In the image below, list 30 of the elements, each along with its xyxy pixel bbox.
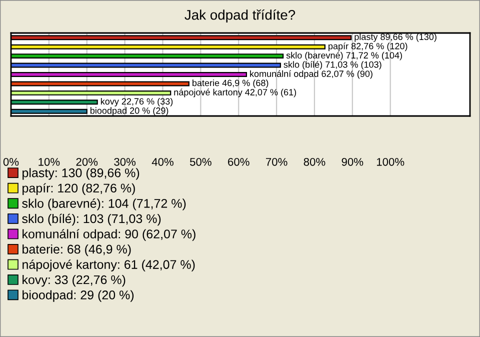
data-label: sklo (bílé) 71,03 % (103) [284,61,382,70]
data-label: bioodpad 20 % (29) [90,107,168,116]
legend-label: komunální odpad: 90 (62,07 %) [22,229,196,241]
legend-label: sklo (barevné): 104 (71,72 %) [22,198,186,210]
legend-label: sklo (bílé): 103 (71,03 %) [22,214,161,226]
data-label: nápojové kartony 42,07 % (61) [174,88,296,98]
x-tick-label: 0% [3,158,19,166]
legend-label: plasty: 130 (89,66 %) [22,168,140,180]
x-tick-label: 30% [114,158,136,166]
legend-label: papír: 120 (82,76 %) [22,183,135,196]
x-tick-label: 60% [228,158,250,166]
data-label: sklo (barevné) 71,72 % (104) [286,52,402,60]
x-tick-label: 50% [190,158,212,166]
legend-label: kovy: 33 (22,76 %) [22,274,126,287]
x-tick-label: 100% [376,158,404,166]
data-label: kovy 22,76 % (33) [100,98,173,106]
data-label: papír 82,76 % (120) [328,42,408,52]
x-tick-label: 80% [304,158,326,166]
x-tick-label: 70% [266,158,288,166]
legend-label: bioodpad: 29 (20 %) [22,290,134,302]
x-tick-label: 90% [342,158,364,166]
x-tick-label: 40% [152,158,174,166]
legend-label: baterie: 68 (46,9 %) [22,244,131,256]
x-tick-label: 20% [76,158,98,166]
x-tick-label: 10% [38,158,60,166]
legend-label: nápojové kartony: 61 (42,07 %) [22,260,195,272]
data-label: komunální odpad 62,07 % (90) [250,70,372,79]
data-label: plasty 89,66 % (130) [354,33,436,42]
chart-title: Jak odpad třídíte? [184,9,296,23]
data-label: baterie 46,9 % (68) [192,80,268,88]
